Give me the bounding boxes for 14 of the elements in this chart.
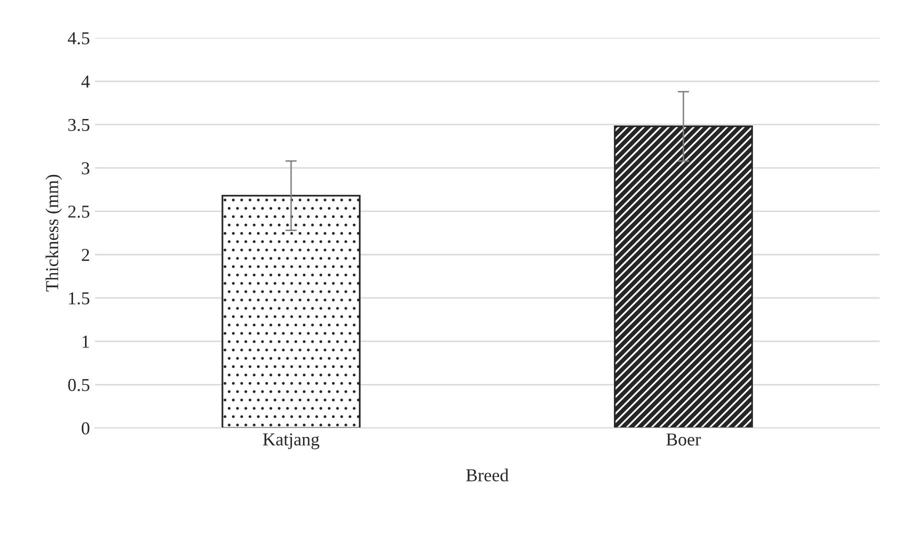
y-tick-label: 3.5	[68, 118, 90, 132]
y-tick-label: 1	[82, 336, 89, 348]
x-axis-title: Breed	[466, 468, 509, 482]
y-tick-label: 4.5	[68, 32, 90, 44]
y-tick-label: 2	[82, 248, 90, 261]
y-tick-label: 2.5	[68, 206, 90, 218]
x-tick-label: Boer	[666, 434, 701, 446]
y-tick-label: 0	[82, 422, 90, 434]
x-tick-label: Katjang	[263, 433, 320, 450]
y-tick-label: 1.5	[69, 292, 90, 304]
y-tick-label: 3	[82, 162, 90, 174]
y-tick-label: 0.5	[68, 378, 90, 392]
y-tick-label: 4	[81, 76, 90, 88]
y-axis-title: Thickness (mm)	[46, 174, 62, 292]
